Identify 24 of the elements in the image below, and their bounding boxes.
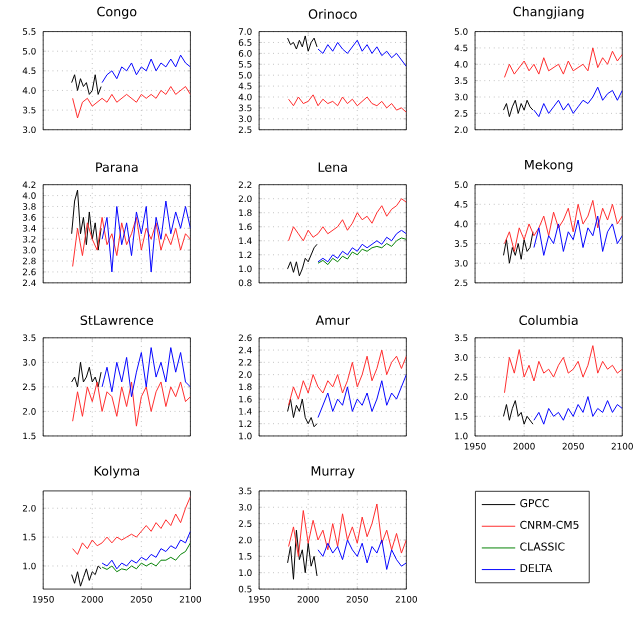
line-series [72,216,191,267]
line-series [504,199,623,252]
line-series [317,229,407,263]
line-series [101,530,191,570]
line-series [288,503,407,557]
line-series [287,398,318,428]
line-series [71,189,102,251]
line-series [72,381,191,427]
line-series [504,345,623,394]
line-series [287,529,318,580]
line-series [533,86,623,117]
line-series [317,237,407,265]
line-series [288,349,407,406]
line-series [71,361,102,388]
line-series [101,200,191,273]
line-series [101,347,191,398]
line-series [317,539,407,570]
line-series [533,396,623,425]
line-series [71,74,102,95]
line-series [101,542,191,573]
line-series [503,231,534,264]
line-series [533,215,623,256]
line-series [503,99,534,117]
line-series [101,54,191,83]
